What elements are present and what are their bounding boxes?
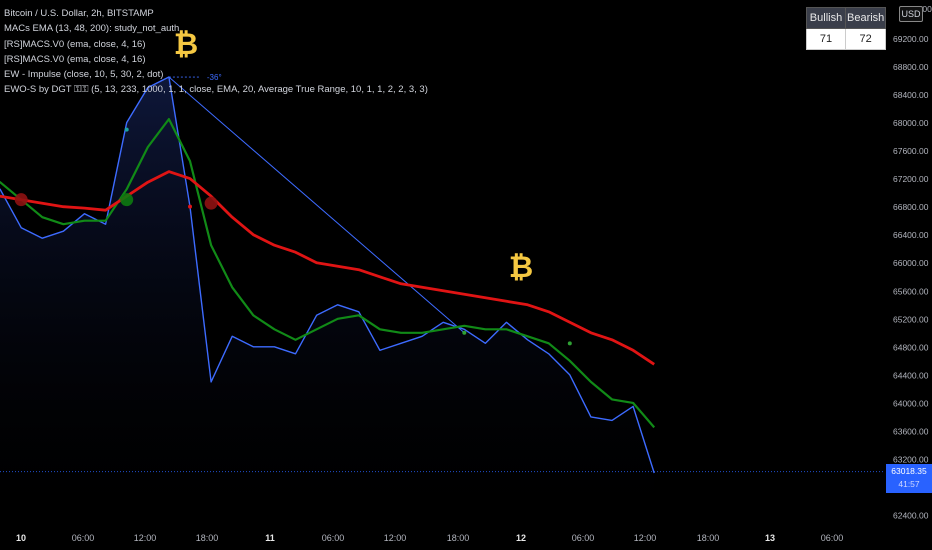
x-tick-label: 12:00 — [134, 533, 157, 543]
x-tick-label: 12:00 — [384, 533, 407, 543]
bar-countdown: 41:57 — [898, 479, 920, 489]
y-tick-label: 64000.00 — [893, 398, 929, 408]
legend-indicator-rsmacs-1[interactable]: [RS]MACS.V0 (ema, close, 4, 16) — [4, 38, 146, 50]
signal-marker-red — [204, 196, 218, 210]
price-area-fill — [0, 77, 655, 520]
x-tick-label: 06:00 — [72, 533, 95, 543]
chart-legend: Bitcoin / U.S. Dollar, 2h, BITSTAMP MACs… — [4, 6, 428, 98]
x-tick-label: 18:00 — [447, 533, 470, 543]
sentiment-table: Bullish Bearish 71 72 — [806, 7, 887, 50]
x-tick-label: 18:00 — [697, 533, 720, 543]
y-tick-label: 64400.00 — [893, 370, 929, 380]
trend-angle-label: -36° — [207, 73, 222, 82]
slow-ma-line — [0, 170, 655, 366]
y-tick-label: 66400.00 — [893, 230, 929, 240]
y-tick-label: 68400.00 — [893, 90, 929, 100]
legend-indicator-ew-impulse[interactable]: EW - Impulse (close, 10, 5, 30, 2, dot) — [4, 69, 164, 81]
price-line — [0, 76, 655, 474]
last-price-value: 63018.35 — [891, 466, 927, 476]
last-price-tag: 63018.35 41:57 — [886, 464, 932, 493]
y-tick-label: 64800.00 — [893, 342, 929, 352]
y-tick-label: 63200.00 — [893, 454, 929, 464]
signal-marker-green — [120, 193, 134, 207]
y-tick-label: 66800.00 — [893, 202, 929, 212]
y-tick-label: 67600.00 — [893, 146, 929, 156]
signal-marker-green — [462, 330, 467, 335]
y-tick-label: 68000.00 — [893, 118, 929, 128]
bullish-count: 71 — [806, 28, 846, 50]
legend-indicator-macs-ema[interactable]: MACs EMA (13, 48, 200): study_not_auth — [4, 23, 180, 35]
signal-marker-green — [567, 341, 572, 346]
x-tick-label: 12 — [516, 533, 526, 543]
x-tick-label: 13 — [765, 533, 775, 543]
bearish-count: 72 — [844, 28, 887, 50]
y-tick-label: 69200.00 — [893, 34, 929, 44]
y-tick-label: 63600.00 — [893, 426, 929, 436]
signal-marker-teal — [124, 127, 129, 132]
signal-marker-red — [188, 204, 192, 209]
bearish-header: Bearish — [844, 7, 887, 29]
x-tick-label: 10 — [16, 533, 26, 543]
legend-symbol[interactable]: Bitcoin / U.S. Dollar, 2h, BITSTAMP — [4, 8, 154, 19]
y-tick-label: 62400.00 — [893, 511, 929, 521]
bitcoin-icon: ₿ — [509, 250, 533, 285]
x-tick-label: 06:00 — [821, 533, 844, 543]
y-tick-label: 68800.00 — [893, 62, 929, 72]
trend-line-drawing[interactable] — [168, 76, 465, 334]
legend-indicator-rsmacs-2[interactable]: [RS]MACS.V0 (ema, close, 4, 16) — [4, 53, 146, 65]
y-tick-label: 67200.00 — [893, 174, 929, 184]
y-tick-label: 65200.00 — [893, 314, 929, 324]
signal-marker-red — [14, 193, 28, 207]
x-tick-label: 06:00 — [322, 533, 345, 543]
bullish-header: Bullish — [806, 7, 846, 29]
x-tick-label: 12:00 — [634, 533, 657, 543]
x-tick-label: 06:00 — [572, 533, 595, 543]
y-tick-label: 65600.00 — [893, 286, 929, 296]
legend-indicator-ewo-s[interactable]: EWO-S by DGT ⚿⚿ (5, 13, 233, 1000, 1, 1,… — [4, 84, 428, 96]
y-tick-label: 66000.00 — [893, 258, 929, 268]
currency-badge[interactable]: USD — [899, 6, 923, 22]
x-tick-label: 11 — [265, 533, 275, 543]
fast-ma-line — [0, 117, 656, 429]
bitcoin-icon: ₿ — [174, 27, 198, 62]
x-tick-label: 18:00 — [196, 533, 219, 543]
y-tick-label-top: .00 — [920, 4, 932, 14]
